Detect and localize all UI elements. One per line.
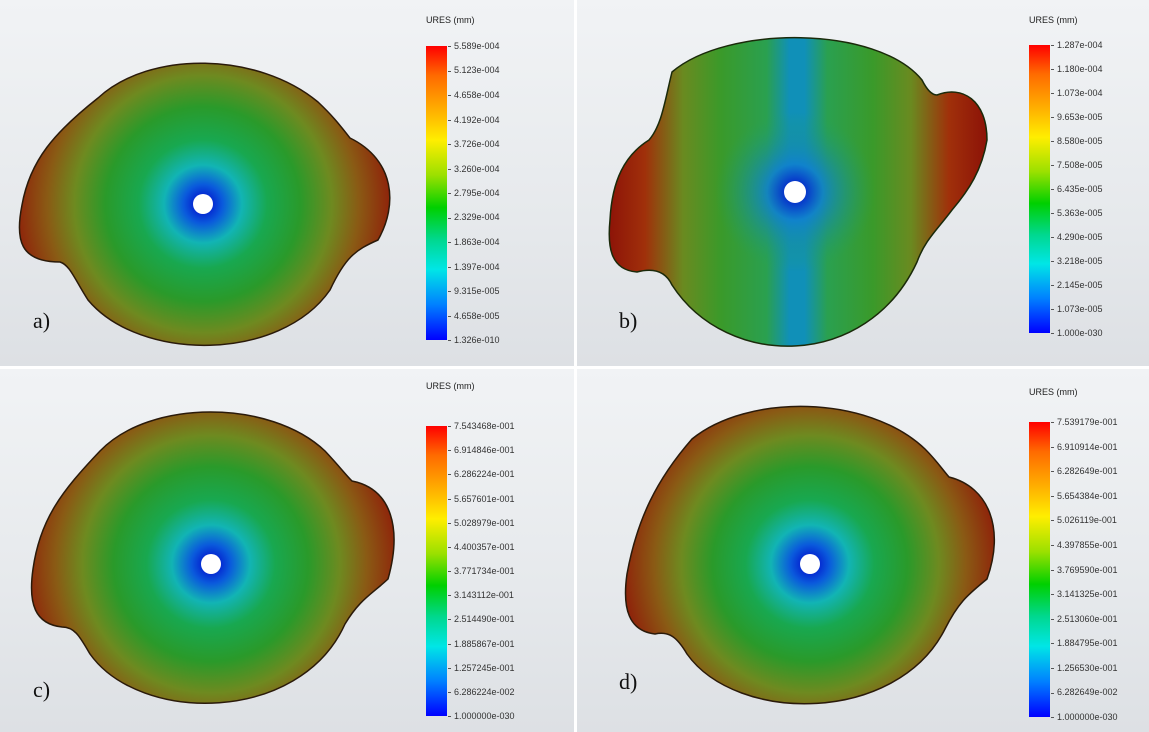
colorbar: [426, 46, 447, 340]
tick-label: 9.653e-005: [1051, 112, 1103, 122]
tick-label: 4.397855e-001: [1051, 540, 1118, 550]
legend-a: URES (mm) 5.589e-004 5.123e-004 4.658e-0…: [426, 15, 574, 350]
tick-label: 1.885867e-001: [448, 639, 515, 649]
tick-label: 1.863e-004: [448, 237, 500, 247]
tick-label: 7.539179e-001: [1051, 417, 1118, 427]
tick-label: 5.123e-004: [448, 65, 500, 75]
tick-label: 3.726e-004: [448, 139, 500, 149]
tick-label: 7.508e-005: [1051, 160, 1103, 170]
tick-label: 6.910914e-001: [1051, 442, 1118, 452]
legend-title: URES (mm): [1029, 387, 1078, 397]
panel-label-b: b): [619, 308, 638, 333]
center-hole: [800, 554, 820, 574]
tick-label: 5.028979e-001: [448, 518, 515, 528]
panel-label-c: c): [33, 677, 51, 702]
tick-label: 1.257245e-001: [448, 663, 515, 673]
tick-label: 1.073e-004: [1051, 88, 1103, 98]
tick-label: 6.282649e-002: [1051, 687, 1118, 697]
tick-label: 1.326e-010: [448, 335, 500, 345]
tick-label: 6.914846e-001: [448, 445, 515, 455]
tick-label: 3.141325e-001: [1051, 589, 1118, 599]
tick-label: 2.795e-004: [448, 188, 500, 198]
tick-label: 1.073e-005: [1051, 304, 1103, 314]
panel-b: b) URES (mm) 1.287e-004 1.180e-004 1.073…: [577, 0, 1149, 366]
tick-label: 1.884795e-001: [1051, 638, 1118, 648]
tick-label: 5.657601e-001: [448, 494, 515, 504]
tick-label: 1.000000e-030: [448, 711, 515, 721]
tick-label: 3.218e-005: [1051, 256, 1103, 266]
tick-label: 3.143112e-001: [448, 590, 514, 600]
displacement-plot-b: [608, 37, 988, 347]
tick-label: 6.282649e-001: [1051, 466, 1118, 476]
panel-a: a) URES (mm) 5.589e-004 5.123e-004 4.658…: [0, 0, 574, 366]
center-hole: [193, 194, 213, 214]
tick-label: 5.589e-004: [448, 41, 500, 51]
tick-label: 2.514490e-001: [448, 614, 515, 624]
tick-label: 4.192e-004: [448, 115, 500, 125]
tick-label: 6.435e-005: [1051, 184, 1103, 194]
displacement-plot-c: [30, 411, 395, 704]
tick-label: 4.290e-005: [1051, 232, 1103, 242]
tick-labels: 1.287e-004 1.180e-004 1.073e-004 9.653e-…: [1051, 40, 1146, 338]
colorbar: [1029, 422, 1050, 717]
tick-label: 4.658e-005: [448, 311, 500, 321]
panel-d: d) URES (mm) 7.539179e-001 6.910914e-001…: [577, 369, 1149, 732]
displacement-plot-a: [18, 62, 391, 346]
tick-label: 4.400357e-001: [448, 542, 515, 552]
tick-label: 2.145e-005: [1051, 280, 1103, 290]
legend-b: URES (mm) 1.287e-004 1.180e-004 1.073e-0…: [1029, 15, 1149, 350]
tick-label: 6.286224e-001: [448, 469, 515, 479]
legend-title: URES (mm): [1029, 15, 1078, 25]
tick-label: 1.000000e-030: [1051, 712, 1118, 722]
tick-label: 5.654384e-001: [1051, 491, 1118, 501]
center-hole: [784, 181, 806, 203]
panel-c: c) URES (mm) 7.543468e-001 6.914846e-001…: [0, 369, 574, 732]
panel-label-d: d): [619, 669, 638, 694]
tick-label: 5.026119e-001: [1051, 515, 1117, 525]
displacement-plot-d: [624, 405, 996, 705]
colorbar: [1029, 45, 1050, 333]
legend-c: URES (mm) 7.543468e-001 6.914846e-001 6.…: [426, 381, 574, 721]
colorbar: [426, 426, 447, 716]
tick-label: 6.286224e-002: [448, 687, 515, 697]
tick-label: 1.180e-004: [1051, 64, 1103, 74]
tick-label: 4.658e-004: [448, 90, 500, 100]
tick-labels: 7.539179e-001 6.910914e-001 6.282649e-00…: [1051, 417, 1146, 722]
tick-label: 3.771734e-001: [448, 566, 515, 576]
legend-d: URES (mm) 7.539179e-001 6.910914e-001 6.…: [1029, 387, 1149, 727]
legend-title: URES (mm): [426, 15, 475, 25]
tick-label: 5.363e-005: [1051, 208, 1103, 218]
tick-label: 1.256530e-001: [1051, 663, 1118, 673]
tick-labels: 7.543468e-001 6.914846e-001 6.286224e-00…: [448, 421, 568, 721]
panel-label-a: a): [33, 308, 51, 333]
tick-labels: 5.589e-004 5.123e-004 4.658e-004 4.192e-…: [448, 41, 568, 345]
tick-label: 2.329e-004: [448, 212, 500, 222]
center-hole: [201, 554, 221, 574]
tick-label: 1.287e-004: [1051, 40, 1103, 50]
tick-label: 7.543468e-001: [448, 421, 515, 431]
tick-label: 8.580e-005: [1051, 136, 1103, 146]
tick-label: 1.000e-030: [1051, 328, 1103, 338]
tick-label: 3.769590e-001: [1051, 565, 1118, 575]
tick-label: 3.260e-004: [448, 164, 500, 174]
tick-label: 2.513060e-001: [1051, 614, 1118, 624]
tick-label: 9.315e-005: [448, 286, 500, 296]
legend-title: URES (mm): [426, 381, 475, 391]
tick-label: 1.397e-004: [448, 262, 500, 272]
